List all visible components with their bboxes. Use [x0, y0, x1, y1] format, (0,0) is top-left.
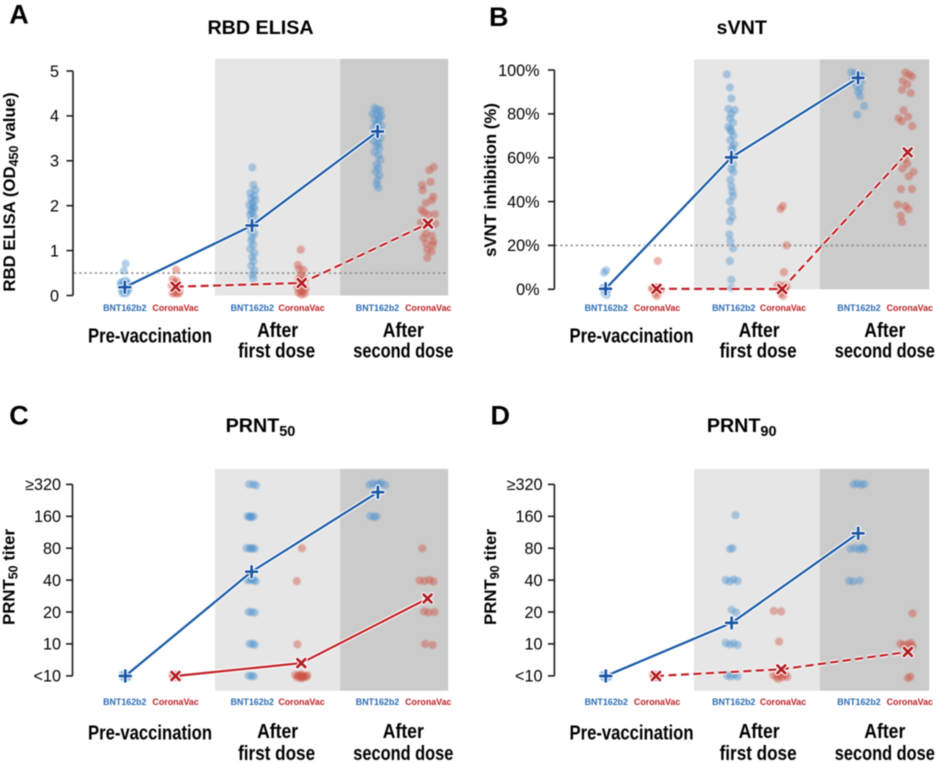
- svg-text:≥320: ≥320: [25, 476, 61, 494]
- svg-text:BNT162b2: BNT162b2: [231, 303, 274, 313]
- svg-text:3: 3: [50, 153, 59, 171]
- svg-text:20: 20: [43, 604, 61, 622]
- svg-text:CoronaVac: CoronaVac: [278, 697, 324, 707]
- svg-text:RBD ELISA: RBD ELISA: [207, 17, 313, 39]
- svg-text:BNT162b2: BNT162b2: [837, 697, 880, 707]
- svg-text:40%: 40%: [507, 193, 539, 211]
- svg-text:0: 0: [50, 287, 59, 305]
- svg-text:Pre-vaccination: Pre-vaccination: [88, 325, 212, 347]
- svg-text:CoronaVac: CoronaVac: [405, 697, 451, 707]
- svg-text:<10: <10: [34, 668, 61, 686]
- svg-text:CoronaVac: CoronaVac: [152, 697, 198, 707]
- svg-text:CoronaVac: CoronaVac: [278, 303, 324, 313]
- svg-text:D: D: [491, 400, 511, 430]
- svg-text:BNT162b2: BNT162b2: [585, 303, 628, 313]
- svg-text:After: After: [739, 320, 780, 342]
- svg-text:After: After: [864, 320, 905, 342]
- svg-text:BNT162b2: BNT162b2: [712, 303, 755, 313]
- svg-text:4: 4: [50, 108, 59, 126]
- svg-text:sVNT inhibition (%): sVNT inhibition (%): [481, 103, 500, 257]
- svg-text:160: 160: [34, 508, 61, 526]
- svg-text:20%: 20%: [507, 237, 539, 255]
- svg-text:first dose: first dose: [720, 340, 797, 362]
- svg-text:10: 10: [524, 636, 542, 654]
- svg-text:BNT162b2: BNT162b2: [231, 697, 274, 707]
- svg-text:A: A: [9, 0, 29, 30]
- svg-text:BNT162b2: BNT162b2: [356, 303, 399, 313]
- svg-text:2: 2: [50, 198, 59, 216]
- svg-text:160: 160: [515, 508, 542, 526]
- svg-text:80%: 80%: [507, 106, 539, 124]
- svg-text:CoronaVac: CoronaVac: [760, 303, 806, 313]
- svg-text:100%: 100%: [498, 62, 539, 80]
- svg-text:60%: 60%: [507, 150, 539, 168]
- svg-text:After: After: [864, 721, 905, 743]
- svg-text:B: B: [489, 2, 509, 32]
- svg-text:0%: 0%: [516, 281, 539, 299]
- svg-text:BNT162b2: BNT162b2: [103, 697, 146, 707]
- svg-text:After: After: [383, 721, 424, 743]
- svg-text:CoronaVac: CoronaVac: [405, 303, 451, 313]
- svg-text:sVNT: sVNT: [717, 17, 767, 39]
- svg-text:PRNT90 titer: PRNT90 titer: [481, 529, 502, 625]
- svg-text:After: After: [383, 320, 424, 342]
- svg-text:After: After: [257, 721, 298, 743]
- svg-text:BNT162b2: BNT162b2: [356, 697, 399, 707]
- svg-text:80: 80: [524, 540, 542, 558]
- svg-text:BNT162b2: BNT162b2: [585, 697, 628, 707]
- svg-text:CoronaVac: CoronaVac: [152, 303, 198, 313]
- svg-text:1: 1: [50, 242, 59, 260]
- svg-text:first dose: first dose: [720, 743, 797, 763]
- svg-text:Pre-vaccination: Pre-vaccination: [570, 325, 694, 347]
- svg-text:CoronaVac: CoronaVac: [634, 697, 680, 707]
- svg-text:first dose: first dose: [238, 743, 315, 763]
- svg-text:CoronaVac: CoronaVac: [887, 697, 933, 707]
- svg-text:Pre-vaccination: Pre-vaccination: [88, 722, 212, 744]
- svg-text:40: 40: [524, 572, 542, 590]
- svg-text:20: 20: [524, 604, 542, 622]
- svg-text:10: 10: [43, 636, 61, 654]
- svg-text:80: 80: [43, 540, 61, 558]
- svg-text:After: After: [739, 721, 780, 743]
- svg-text:second dose: second dose: [353, 340, 453, 362]
- svg-text:BNT162b2: BNT162b2: [712, 697, 755, 707]
- svg-text:C: C: [9, 400, 29, 430]
- svg-text:≥320: ≥320: [507, 476, 543, 494]
- svg-text:Pre-vaccination: Pre-vaccination: [570, 722, 694, 744]
- svg-text:40: 40: [43, 572, 61, 590]
- svg-text:BNT162b2: BNT162b2: [103, 303, 146, 313]
- svg-text:After: After: [257, 320, 298, 342]
- svg-text:second dose: second dose: [353, 743, 453, 763]
- svg-text:CoronaVac: CoronaVac: [887, 303, 933, 313]
- svg-text:5: 5: [50, 63, 59, 81]
- svg-text:<10: <10: [515, 668, 542, 686]
- svg-text:second dose: second dose: [835, 743, 935, 763]
- svg-text:CoronaVac: CoronaVac: [634, 303, 680, 313]
- svg-text:PRNT50 titer: PRNT50 titer: [0, 529, 21, 625]
- svg-text:BNT162b2: BNT162b2: [837, 303, 880, 313]
- svg-text:second dose: second dose: [835, 340, 935, 362]
- svg-text:first dose: first dose: [238, 340, 315, 362]
- svg-text:CoronaVac: CoronaVac: [760, 697, 806, 707]
- svg-text:RBD ELISA (OD450 value): RBD ELISA (OD450 value): [0, 92, 21, 291]
